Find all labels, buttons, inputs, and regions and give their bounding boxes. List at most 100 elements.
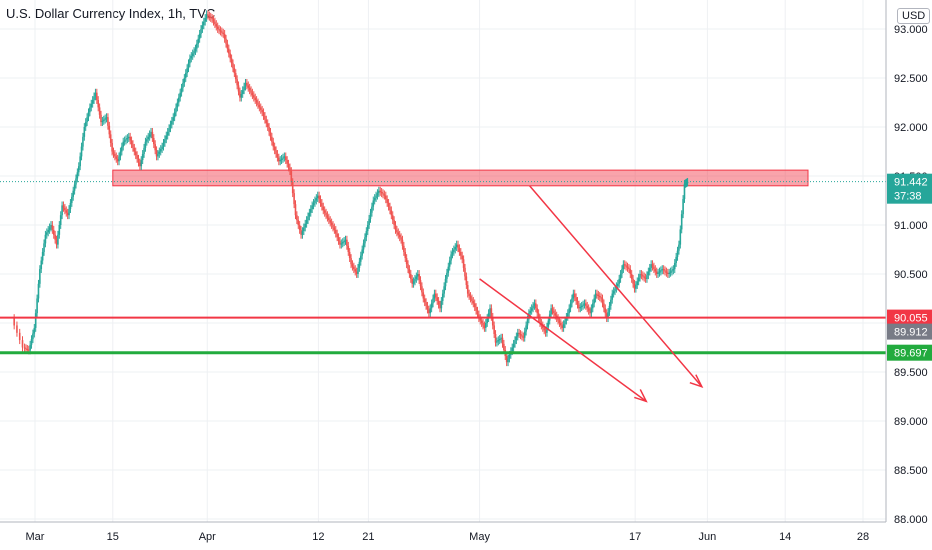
candle-body <box>639 274 641 278</box>
candle-body <box>596 293 598 295</box>
candle-body <box>672 269 675 271</box>
price-axis[interactable]: 93.00092.50092.00091.50091.00090.50090.0… <box>894 24 928 526</box>
candle-body <box>479 318 482 321</box>
candle-body <box>180 87 183 93</box>
candle-body <box>640 274 643 276</box>
price-badge-text: 89.697 <box>894 348 928 360</box>
candle-body <box>486 318 489 323</box>
candle-body <box>134 151 137 156</box>
candle-body <box>290 171 293 183</box>
candle-body <box>161 146 163 150</box>
price-tick-label: 93.000 <box>894 24 928 36</box>
candle-body <box>105 117 108 119</box>
price-tick-label: 92.000 <box>894 122 928 134</box>
candle-body <box>566 313 569 317</box>
candle-body <box>40 260 43 270</box>
candle-body <box>419 280 422 287</box>
candle-body <box>518 332 520 335</box>
candle-body <box>651 264 654 267</box>
candle-body <box>41 251 44 261</box>
candle-body <box>143 147 145 154</box>
candle-body <box>283 156 286 158</box>
candle-body <box>543 327 545 331</box>
candle-body <box>329 220 332 223</box>
candle-body <box>347 245 350 252</box>
candle-body <box>464 267 466 277</box>
candle-body <box>605 313 608 319</box>
candle-body <box>207 14 209 16</box>
candle-body <box>580 305 583 308</box>
candle-body <box>118 156 120 162</box>
resistance-zone <box>112 169 809 187</box>
candle-body <box>34 313 37 328</box>
candle-body <box>625 265 627 267</box>
candle-body <box>515 336 518 341</box>
candle-body <box>571 298 573 304</box>
candle-body <box>632 278 634 284</box>
candle-body <box>528 313 530 320</box>
candle-body <box>460 251 462 256</box>
candle-body <box>650 264 652 268</box>
candle-body <box>198 33 201 39</box>
candle-body <box>554 313 557 316</box>
candle-body <box>411 278 413 284</box>
candle-body <box>398 234 401 238</box>
candle-body <box>91 100 94 104</box>
candle-body <box>476 310 479 315</box>
candle-body <box>669 271 672 273</box>
candle-body <box>137 158 140 163</box>
candle-body <box>607 311 609 319</box>
candle-body <box>172 117 175 121</box>
candle-body <box>564 320 566 325</box>
candle-body <box>358 261 361 268</box>
price-badge <box>887 309 932 326</box>
candle-body <box>551 308 554 311</box>
candle-body <box>353 266 355 270</box>
candle-body <box>16 325 18 333</box>
candle-body <box>294 204 297 216</box>
price-badge <box>887 344 932 361</box>
candle-body <box>13 318 15 326</box>
candle-body <box>87 112 90 118</box>
candle-body <box>71 196 73 203</box>
candle-body <box>416 274 419 277</box>
candle-body <box>421 286 423 293</box>
candle-body <box>101 120 104 123</box>
candle-body <box>572 293 575 299</box>
candle-body <box>334 229 337 234</box>
candle-body <box>355 271 358 274</box>
currency-button[interactable]: USD <box>897 8 931 24</box>
candle-body <box>561 325 564 328</box>
candle-body <box>423 298 426 303</box>
candle-body <box>52 229 55 235</box>
candle-body <box>430 303 433 309</box>
candle-body <box>547 320 550 327</box>
candle-body <box>387 202 390 207</box>
candle-body <box>254 97 256 101</box>
candle-body <box>259 107 262 110</box>
candle-body <box>55 239 58 245</box>
candle-body <box>483 325 486 328</box>
candle-body <box>239 91 241 98</box>
candle-body <box>186 68 188 74</box>
candle-body <box>171 120 173 125</box>
candle-body <box>435 293 437 298</box>
candle-body <box>451 251 454 255</box>
candle-body <box>155 150 158 157</box>
candle-body <box>29 344 31 351</box>
candle-body <box>553 310 555 314</box>
candle-body <box>94 92 97 97</box>
candle-body <box>447 266 450 273</box>
candle-body <box>404 251 407 259</box>
candle-body <box>318 195 320 200</box>
candle-body <box>253 95 255 98</box>
time-axis[interactable]: Mar 15 Apr 12 21 May 17 Jun 14 28 <box>26 531 870 543</box>
candle-body <box>407 264 409 270</box>
price-labels-layer: 91.442 37:38 90.055 89.912 89.697 <box>887 173 932 361</box>
candle-body <box>221 31 223 33</box>
price-tick-label: 88.000 <box>894 514 928 526</box>
candle-body <box>466 285 469 294</box>
candle-body <box>205 14 208 18</box>
candle-body <box>623 264 626 266</box>
